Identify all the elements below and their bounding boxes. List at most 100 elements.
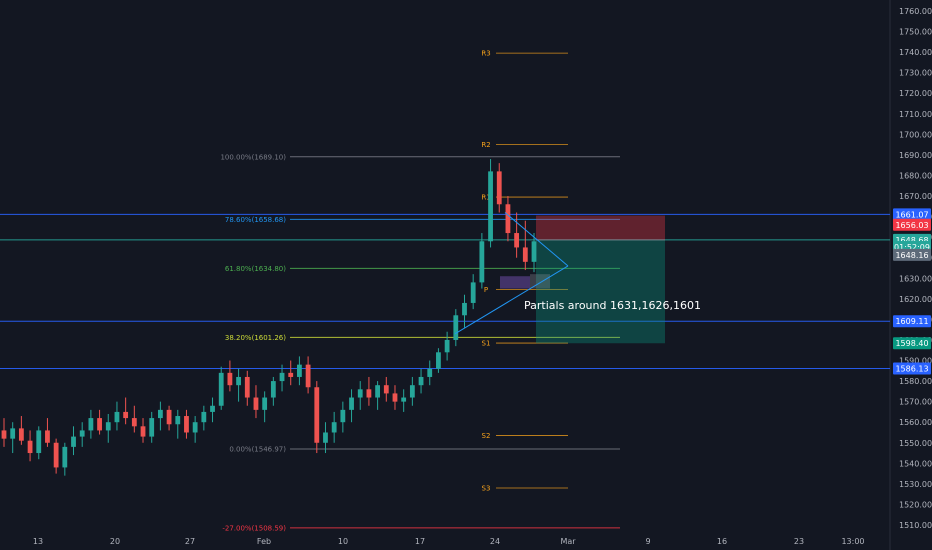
x-tick-label: Feb <box>257 537 271 546</box>
y-tick-label: 1700.00 <box>899 130 932 139</box>
x-tick-label: 27 <box>185 537 195 546</box>
pivot-label: S1 <box>482 340 491 348</box>
price-badge <box>893 362 931 375</box>
pivot-label: R3 <box>481 50 490 58</box>
x-axis: 13 20 27 Feb 10 17 24 Mar 9 16 23 13:00 <box>33 537 865 546</box>
y-tick-label: 1580.00 <box>899 377 932 386</box>
y-tick-label: 1670.00 <box>899 192 932 201</box>
candle-body <box>288 372 294 377</box>
stop-zone <box>536 215 665 240</box>
candle-body <box>18 428 24 441</box>
price-badge-label: 01:52:09 <box>894 243 930 252</box>
y-tick-label: 1550.00 <box>899 439 932 448</box>
y-tick-label: 1620.00 <box>899 295 932 304</box>
candle-body <box>462 302 467 316</box>
candle-body <box>314 387 320 443</box>
y-tick-label: 1570.00 <box>899 398 932 407</box>
candle-body <box>383 385 389 394</box>
y-tick-label: 1530.00 <box>899 480 932 489</box>
y-tick-label: 1740.00 <box>899 48 932 57</box>
candle-body <box>366 389 372 398</box>
candle-body <box>270 381 276 398</box>
candle-body <box>166 409 172 425</box>
candle-body <box>97 418 102 431</box>
price-badge-label: 1656.03 <box>895 221 928 230</box>
candle-body <box>1 430 7 439</box>
candle-body <box>201 411 207 423</box>
candle-body <box>149 418 155 437</box>
candle-body <box>357 389 363 398</box>
price-badge <box>893 337 931 350</box>
x-tick-label: 17 <box>415 537 425 546</box>
y-tick-label: 1510.00 <box>899 521 932 530</box>
annotation-text[interactable]: Partials around 1631,1626,1601 <box>524 299 701 312</box>
candle-body <box>236 376 241 386</box>
candle-body <box>470 282 476 303</box>
y-tick-label: 1520.00 <box>899 500 932 509</box>
candle-body <box>427 368 433 377</box>
fib-retracement[interactable]: 100.00%(1689.10) 78.60%(1658.68) 61.80%(16… <box>220 153 620 532</box>
y-tick-label: 1560.00 <box>899 418 932 427</box>
pivot-label: S2 <box>482 432 491 440</box>
x-tick-label: 13:00 <box>841 537 864 546</box>
candle-body <box>45 430 50 443</box>
y-tick-label: 1760.00 <box>899 7 932 16</box>
candle-body <box>375 385 381 398</box>
candles <box>1 159 537 476</box>
x-tick-label: 10 <box>338 537 348 546</box>
x-tick-label: 16 <box>717 537 727 546</box>
y-tick-label: 1720.00 <box>899 89 932 98</box>
candle-body <box>409 385 415 398</box>
candle-body <box>79 430 85 437</box>
candle-body <box>218 372 224 406</box>
x-tick-label: 20 <box>110 537 120 546</box>
candle-body <box>331 422 337 433</box>
y-tick-label: 1540.00 <box>899 459 932 468</box>
price-badge-label: 1609.11 <box>895 317 928 326</box>
pivot-label: R2 <box>481 141 490 149</box>
candle-body <box>531 241 537 262</box>
candle-body <box>157 409 163 419</box>
pivot-points: R3 R2 R1 P S1 S2 S3 <box>481 50 568 492</box>
candle-body <box>279 372 285 382</box>
y-tick-label: 1710.00 <box>899 110 932 119</box>
candle-body <box>436 352 441 369</box>
y-tick-label: 1630.00 <box>899 274 932 283</box>
candle-body <box>297 364 302 377</box>
y-tick-label: 1590.00 <box>899 357 932 366</box>
price-badge-label: 1648.68 <box>895 236 928 245</box>
candle-body <box>392 393 398 402</box>
x-tick-label: Mar <box>560 537 576 546</box>
candle-body <box>418 376 424 386</box>
candle-body <box>496 171 502 205</box>
upper-trendline <box>504 212 569 267</box>
consolidation-box-gray <box>530 274 550 289</box>
candle-body <box>488 171 493 242</box>
candle-body <box>305 364 311 388</box>
price-badge <box>893 315 931 328</box>
candle-body <box>175 416 181 425</box>
candle-body <box>505 204 511 234</box>
candle-body <box>253 397 259 410</box>
candle-body <box>210 405 215 412</box>
candle-body <box>36 430 42 454</box>
fib-level-label: 0.00%(1546.97) <box>229 445 286 453</box>
candle-body <box>401 397 407 402</box>
candle-body <box>349 397 354 410</box>
trendlines[interactable] <box>454 212 569 335</box>
candle-body <box>453 315 459 340</box>
y-tick-label: 1680.00 <box>899 171 932 180</box>
price-badge <box>893 208 931 221</box>
consolidation-box <box>500 276 530 289</box>
candle-body <box>227 372 233 386</box>
horizontal-levels <box>0 213 890 369</box>
candle-body <box>88 418 94 431</box>
candle-body <box>514 233 520 248</box>
pivot-label: R1 <box>481 194 490 202</box>
short-position-tool[interactable] <box>500 215 665 344</box>
price-badge-label: 1648.16 <box>895 251 928 260</box>
fib-level-label: 100.00%(1689.10) <box>220 153 286 161</box>
candle-body <box>323 432 328 443</box>
candle-body <box>340 409 346 423</box>
